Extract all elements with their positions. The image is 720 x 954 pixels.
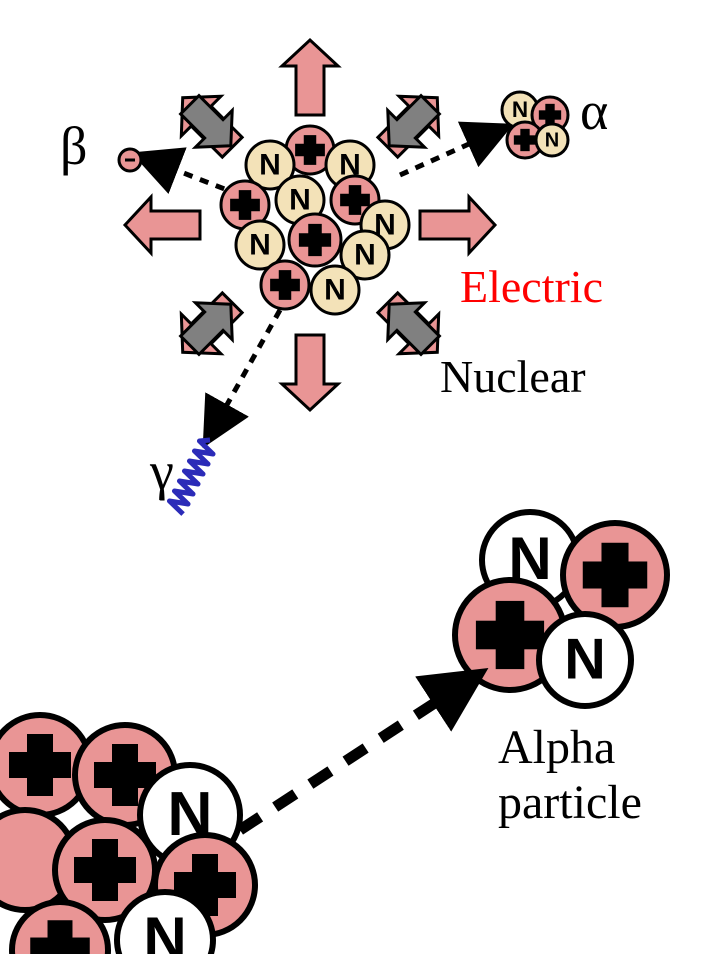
svg-text:N: N bbox=[289, 184, 311, 217]
beta-particle bbox=[119, 149, 141, 171]
svg-text:N: N bbox=[564, 627, 606, 691]
svg-text:N: N bbox=[545, 129, 559, 151]
svg-text:N: N bbox=[143, 905, 186, 954]
alpha-particle-label-2: particle bbox=[498, 775, 642, 830]
alpha-emission-arrow bbox=[240, 680, 470, 830]
svg-text:N: N bbox=[249, 229, 271, 262]
beta-label: β bbox=[60, 115, 87, 177]
alpha-particle-label-1: Alpha bbox=[498, 720, 615, 775]
gamma-wave bbox=[169, 440, 213, 514]
alpha-particle-big: NN bbox=[455, 512, 667, 706]
parent-nucleus-fragment: NN bbox=[0, 715, 255, 954]
svg-text:N: N bbox=[512, 97, 528, 122]
nucleus-cluster: NNNNNNN bbox=[221, 126, 409, 314]
alpha-label: α bbox=[580, 80, 608, 142]
svg-text:N: N bbox=[354, 239, 376, 272]
gamma-label: γ bbox=[150, 440, 174, 502]
electric-label: Electric bbox=[460, 260, 603, 313]
alpha-particle-small: NN bbox=[502, 92, 568, 158]
svg-text:N: N bbox=[324, 274, 346, 307]
nuclear-label: Nuclear bbox=[440, 350, 586, 403]
svg-text:N: N bbox=[259, 149, 281, 182]
